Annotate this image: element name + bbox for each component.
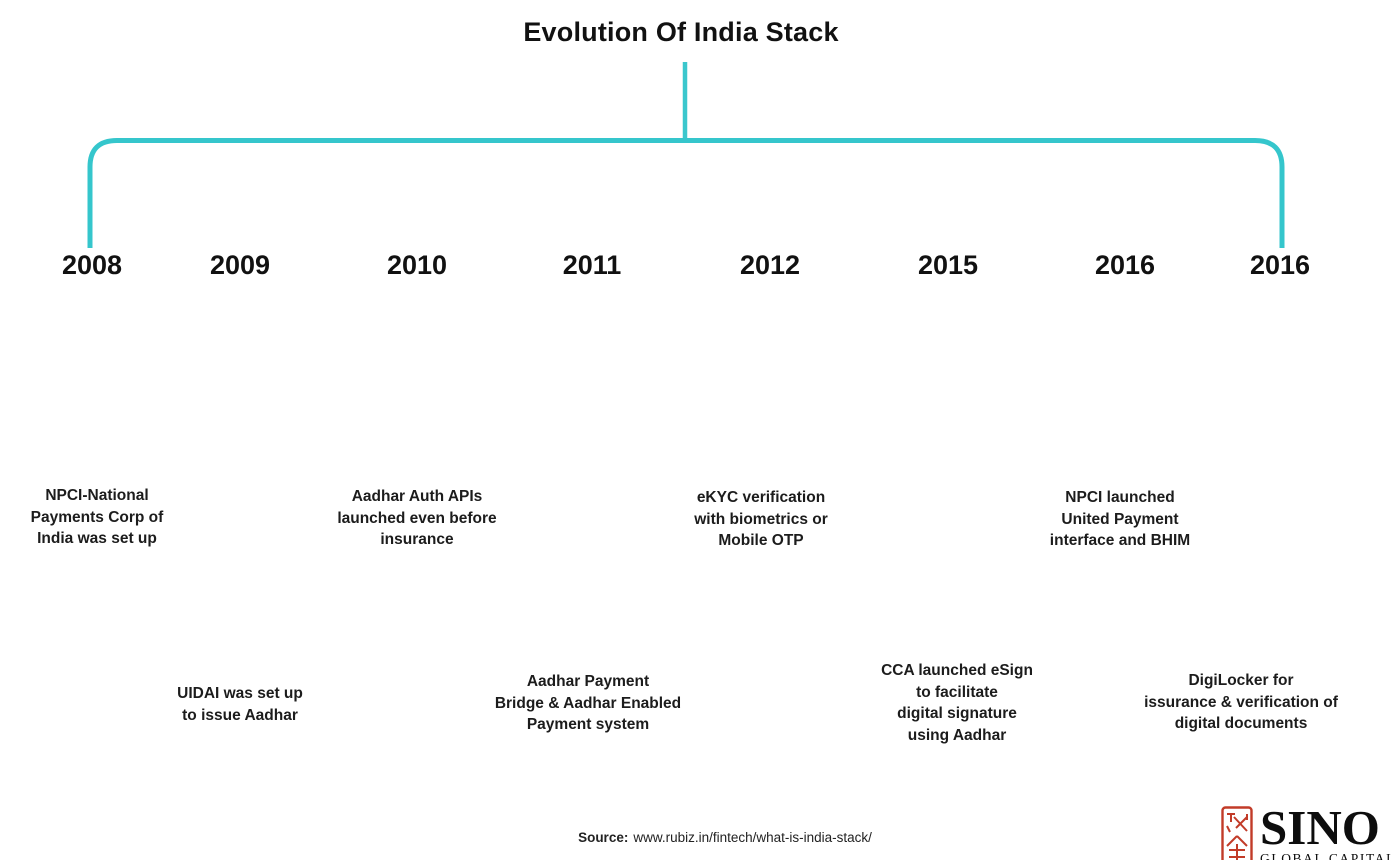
logo-name: SINO (1260, 800, 1380, 855)
sino-global-capital-logo: SINO GLOBAL CAPITAL (1221, 800, 1396, 860)
logo-subtitle: GLOBAL CAPITAL (1260, 851, 1396, 860)
sino-seal-icon (1221, 806, 1253, 860)
milestone-desc-2009: UIDAI was set up to issue Aadhar (177, 685, 303, 724)
milestone-desc-2011: Aadhar Payment Bridge & Aadhar Enabled P… (494, 673, 682, 733)
milestone-year-2015: 2015 (917, 250, 979, 280)
milestone-year-2016a: 2016 (1094, 250, 1156, 280)
milestone-year-2012: 2012 (739, 250, 801, 280)
upper-stems (237, 143, 1128, 247)
milestone-year-2008: 2008 (61, 250, 123, 280)
timeline-bar (87, 138, 1285, 248)
milestone-year-2016b: 2016 (1249, 250, 1311, 280)
milestone-desc-2016a: NPCI launched United Payment interface a… (1049, 489, 1191, 549)
lower-stems (89, 292, 1283, 651)
milestone-desc-2015: CCA launched eSign to facilitate digital… (881, 662, 1033, 744)
logo-text: SINO GLOBAL CAPITAL (1260, 800, 1396, 860)
milestone-desc-2008: NPCI-National Payments Corp of India was… (30, 487, 164, 547)
milestone-year-2009: 2009 (209, 250, 271, 280)
source-url: www.rubiz.in/fintech/what-is-india-stack… (633, 830, 872, 845)
milestone-year-2010: 2010 (386, 250, 448, 280)
source-attribution: Source: www.rubiz.in/fintech/what-is-indi… (425, 830, 1025, 845)
source-label: Source: (578, 830, 629, 845)
milestone-desc-2016b: DigiLocker for issurance & verification … (1144, 672, 1338, 732)
milestone-year-2011: 2011 (562, 250, 622, 280)
page-title: Evolution Of India Stack (523, 17, 839, 47)
milestone-desc-2012: eKYC verification with biometrics or Mob… (694, 489, 828, 549)
milestone-desc-2010: Aadhar Auth APIs launched even before in… (337, 488, 497, 548)
